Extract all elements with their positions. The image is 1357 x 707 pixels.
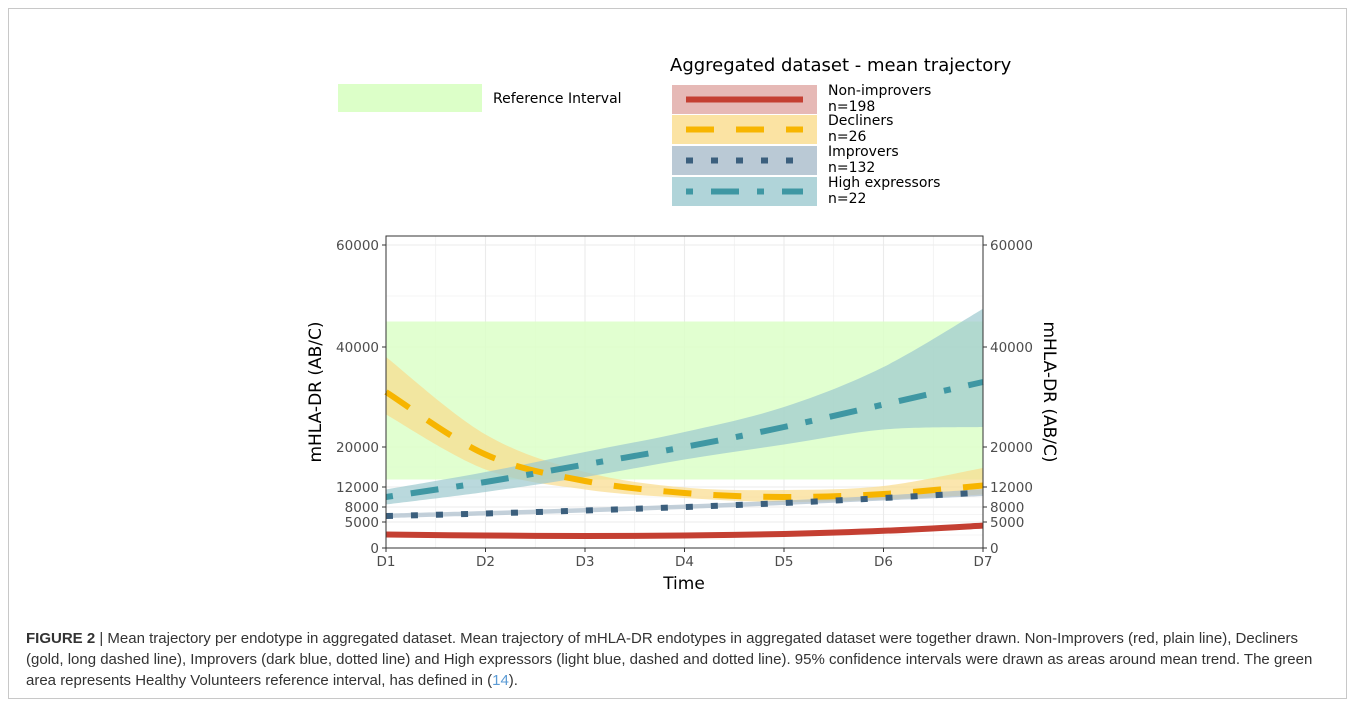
y-axis-title-left: mHLA-DR (AB/C) — [306, 321, 326, 462]
y-tick-label-left: 0 — [370, 541, 379, 557]
y-tick-label-right: 8000 — [990, 500, 1024, 516]
y-tick-label-left: 5000 — [345, 515, 379, 531]
ci-band-improvers — [386, 489, 983, 518]
y-tick-label-left: 12000 — [336, 480, 379, 496]
x-tick-label: D5 — [775, 554, 794, 570]
y-axis-title-right: mHLA-DR (AB/C) — [1039, 321, 1059, 462]
legend-title: Aggregated dataset - mean trajectory — [670, 55, 1012, 76]
legend-count-decliners: n=26 — [828, 129, 867, 145]
chart: Reference Interval Aggregated dataset - … — [306, 55, 1059, 594]
legend-label-reference-interval: Reference Interval — [493, 91, 622, 107]
figure-caption: FIGURE 2 | Mean trajectory per endotype … — [26, 628, 1326, 691]
y-tick-label-left: 8000 — [345, 500, 379, 516]
y-tick-label-right: 0 — [990, 541, 999, 557]
x-tick-label: D7 — [974, 554, 993, 570]
y-tick-label-left: 60000 — [336, 238, 379, 254]
legend-count-high-expressors: n=22 — [828, 191, 866, 207]
y-tick-label-left: 20000 — [336, 440, 379, 456]
x-tick-label: D2 — [476, 554, 495, 570]
caption-label: FIGURE 2 — [26, 630, 96, 647]
x-axis-title: Time — [662, 574, 705, 594]
legend-label-high-expressors: High expressors — [828, 175, 940, 191]
x-tick-label: D4 — [675, 554, 694, 570]
caption-end: ). — [508, 672, 518, 689]
x-tick-label: D1 — [377, 554, 396, 570]
legend-key-improvers — [672, 146, 817, 175]
legend: Reference Interval Aggregated dataset - … — [338, 55, 1012, 207]
figure-frame — [8, 8, 1347, 699]
legend-key-reference-interval — [338, 84, 482, 112]
legend-count-improvers: n=132 — [828, 160, 875, 176]
x-tick-label: D6 — [874, 554, 893, 570]
legend-label-decliners: Decliners — [828, 113, 893, 129]
ci-band-high-expressors — [386, 308, 983, 505]
y-tick-label-right: 60000 — [990, 238, 1033, 254]
legend-label-non-improvers: Non-improvers — [828, 83, 931, 99]
x-tick-label: D3 — [576, 554, 595, 570]
y-tick-label-right: 40000 — [990, 340, 1033, 356]
y-tick-label-right: 20000 — [990, 440, 1033, 456]
legend-count-non-improvers: n=198 — [828, 99, 875, 115]
y-tick-label-left: 40000 — [336, 340, 379, 356]
series-line-high-expressors — [385, 379, 984, 500]
legend-series: Non-improversn=198Declinersn=26Improvers… — [672, 83, 940, 207]
series-line-decliners — [384, 389, 984, 501]
series-line-non-improvers — [385, 522, 984, 540]
y-tick-label-right: 5000 — [990, 515, 1024, 531]
y-tick-label-right: 12000 — [990, 480, 1033, 496]
caption-text: | Mean trajectory per endotype in aggreg… — [26, 630, 1313, 689]
caption-reference-link[interactable]: 14 — [492, 672, 509, 689]
legend-label-improvers: Improvers — [828, 144, 899, 160]
